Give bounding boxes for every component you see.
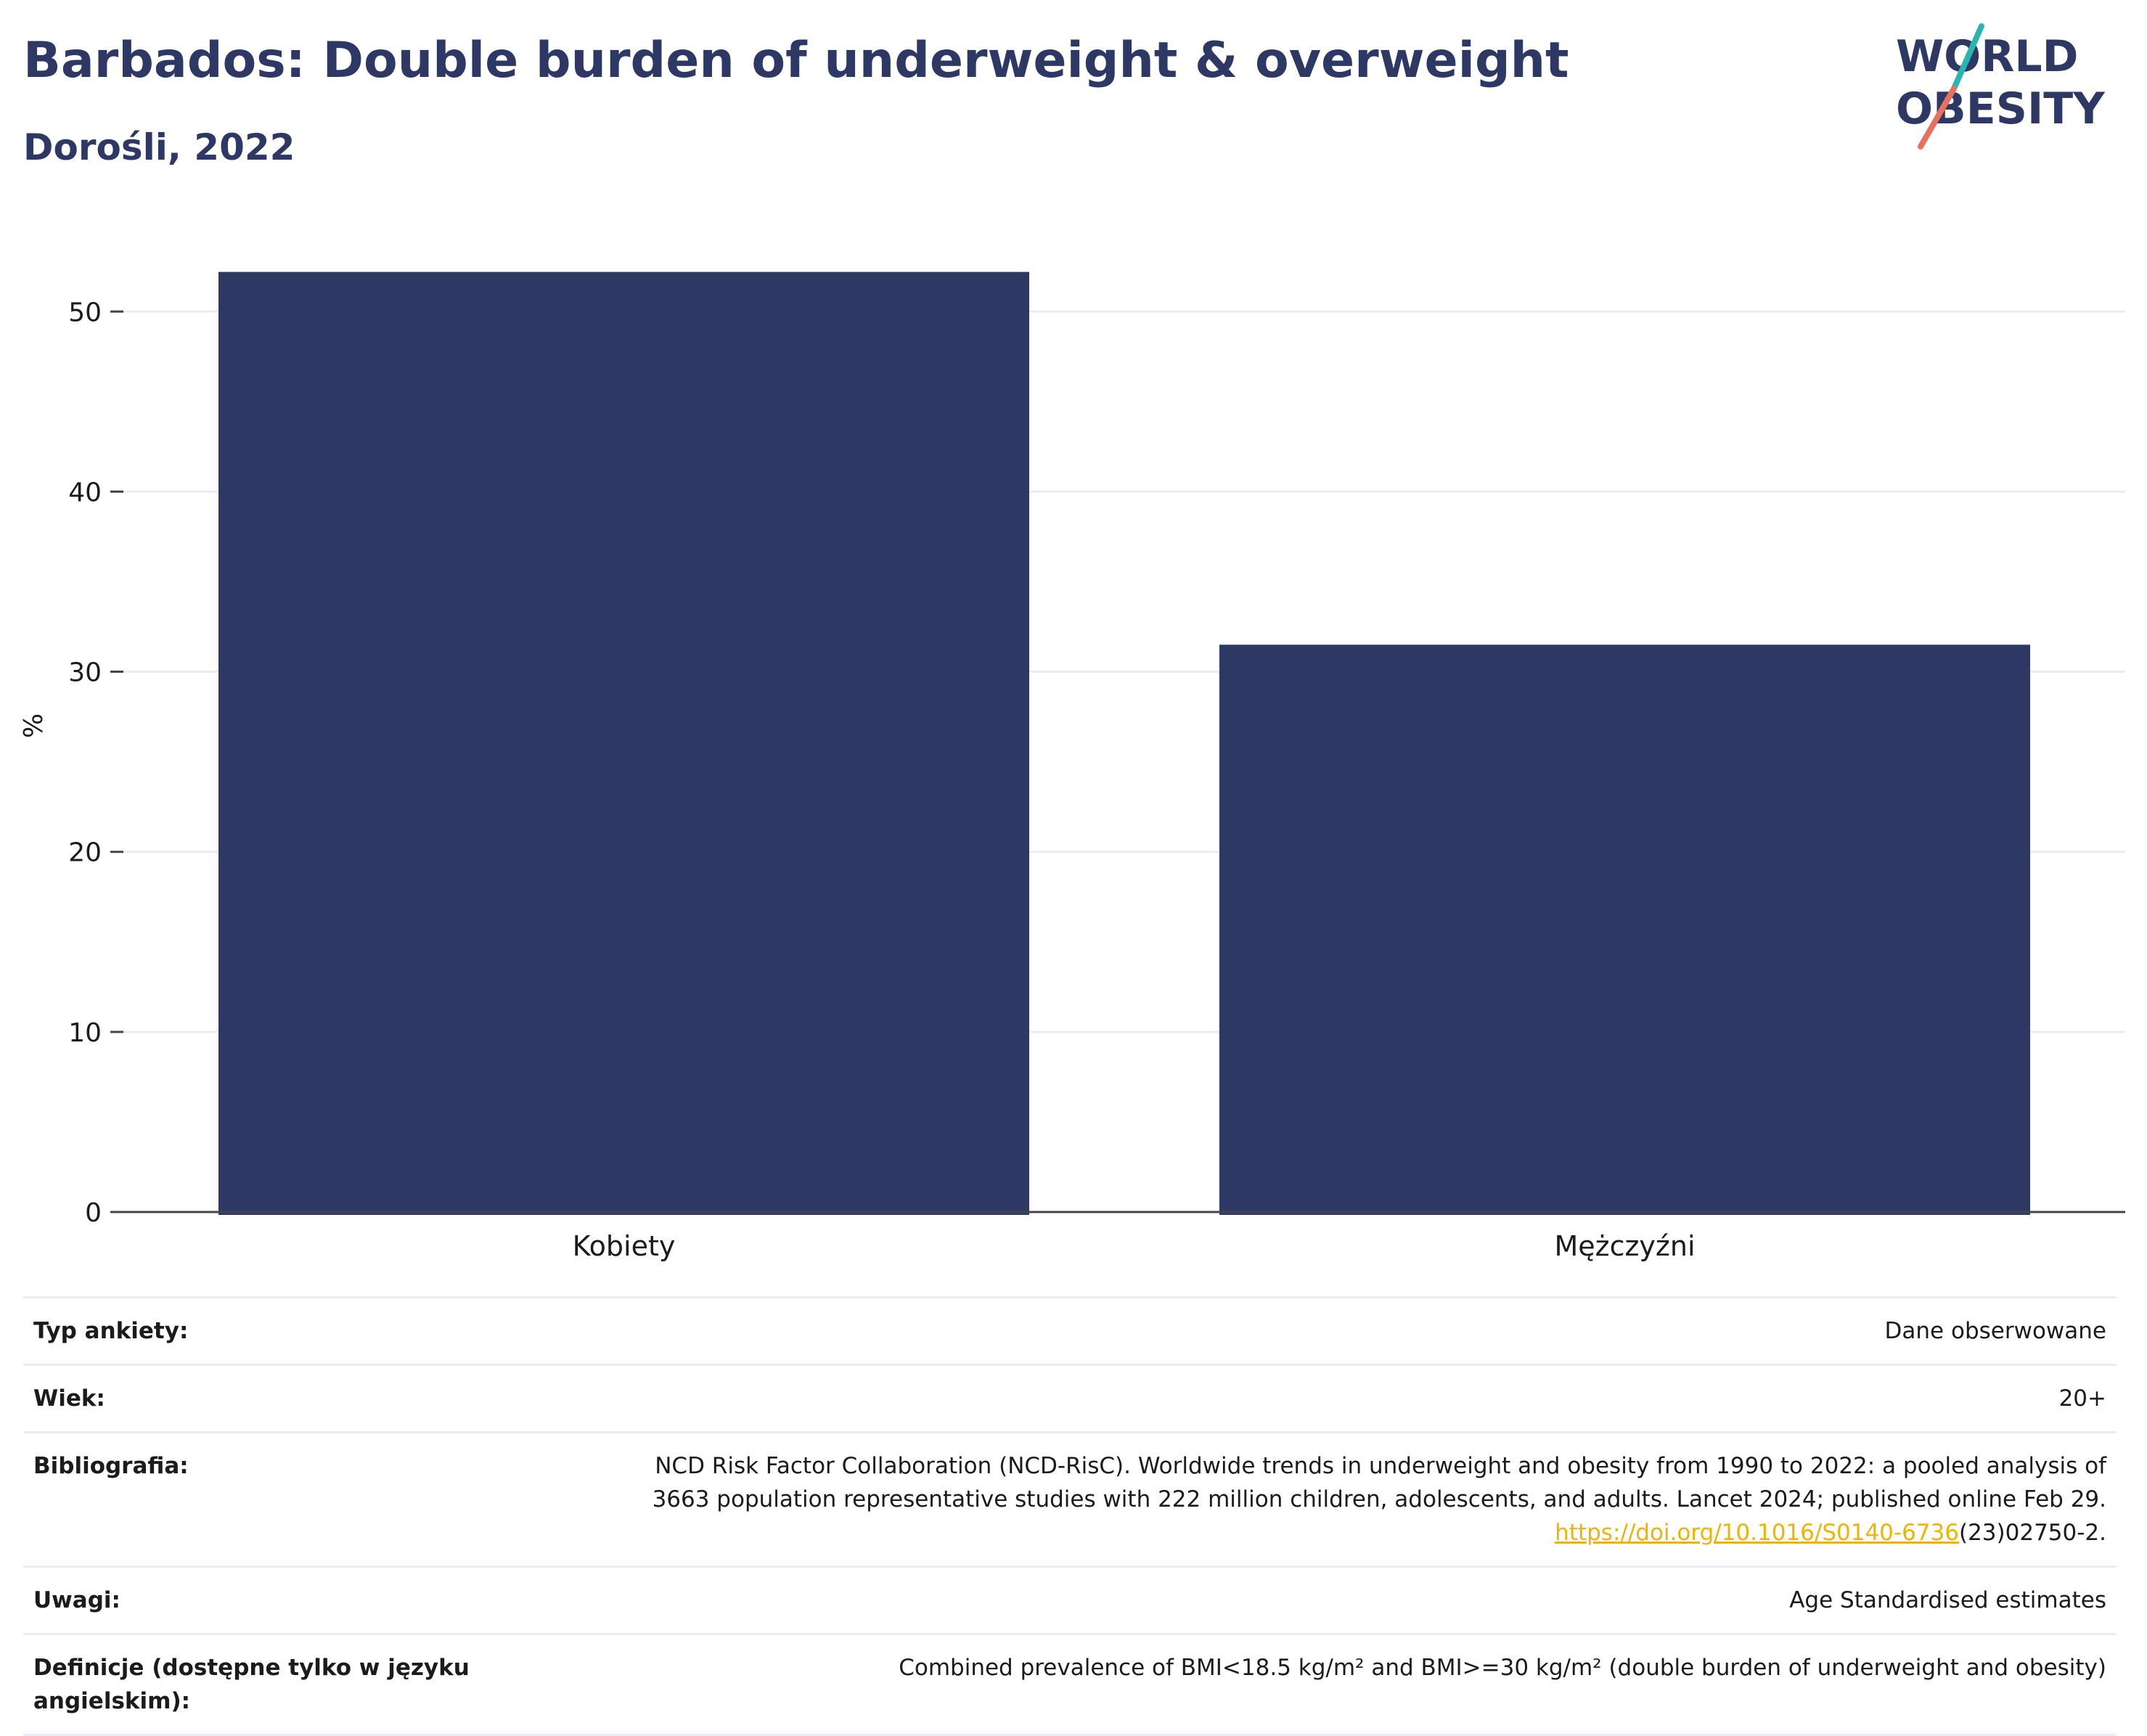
logo-slash-teal	[1951, 23, 1984, 91]
bibliography-line3: https://doi.org/10.1016/S0140-6736(23)02…	[498, 1516, 2106, 1549]
x-category-label: Kobiety	[573, 1230, 676, 1262]
x-axis-categories: Kobiety Mężczyźni	[573, 1230, 1696, 1262]
y-tick-label: 0	[85, 1198, 102, 1228]
logo-line1: WORLD	[1896, 31, 2078, 82]
y-axis-label: %	[19, 713, 49, 738]
meta-value: NCD Risk Factor Collaboration (NCD-RisC)…	[498, 1449, 2106, 1549]
doi-link[interactable]: https://doi.org/10.1016/S0140-6736	[1555, 1520, 1959, 1546]
meta-label: Definicje (dostępne tylko w języku angie…	[33, 1655, 470, 1714]
metadata-table: Typ ankiety: Dane obserwowane Wiek: 20+ …	[23, 1296, 2117, 1736]
meta-value: Age Standardised estimates	[1789, 1587, 2106, 1613]
meta-label: Typ ankiety:	[33, 1318, 189, 1344]
chart-title: Barbados: Double burden of underweight &…	[23, 32, 1569, 89]
world-obesity-logo: WORLD OBESITY	[1896, 23, 2106, 150]
bar-0	[218, 271, 1029, 1216]
meta-value: Dane obserwowane	[1884, 1318, 2106, 1344]
bar-chart: 0 10 20 30 40 50 Kobiety Mężczyźni %	[19, 271, 2125, 1262]
x-category-label: Mężczyźni	[1554, 1230, 1695, 1262]
chart-subtitle: Dorośli, 2022	[23, 126, 295, 168]
bibliography-line2: 3663 population representative studies w…	[652, 1486, 2106, 1512]
y-tick-label: 20	[68, 838, 102, 868]
logo-slash-coral	[1918, 86, 1957, 150]
bibliography-line1: NCD Risk Factor Collaboration (NCD-RisC)…	[655, 1453, 2106, 1479]
y-tick-label: 10	[68, 1018, 102, 1048]
meta-value: Combined prevalence of BMI<18.5 kg/m² an…	[899, 1655, 2106, 1681]
y-tick-label: 30	[68, 658, 102, 688]
meta-label: Wiek:	[33, 1385, 105, 1412]
meta-row-notes: Uwagi: Age Standardised estimates	[23, 1565, 2117, 1633]
meta-value: 20+	[2058, 1385, 2106, 1412]
meta-label: Bibliografia:	[33, 1453, 189, 1479]
bar-1	[1219, 644, 2030, 1215]
meta-row-definitions: Definicje (dostępne tylko w języku angie…	[23, 1633, 2117, 1736]
bars	[218, 271, 2030, 1216]
meta-row-bibliography: Bibliografia: NCD Risk Factor Collaborat…	[23, 1431, 2117, 1565]
doi-suffix: (23)02750-2.	[1958, 1520, 2106, 1546]
y-tick-label: 50	[68, 298, 102, 327]
meta-row-age: Wiek: 20+	[23, 1364, 2117, 1431]
meta-row-survey-type: Typ ankiety: Dane obserwowane	[23, 1296, 2117, 1364]
y-axis-ticks: 0 10 20 30 40 50	[68, 298, 123, 1228]
meta-label: Uwagi:	[33, 1587, 120, 1613]
y-tick-label: 40	[68, 478, 102, 507]
